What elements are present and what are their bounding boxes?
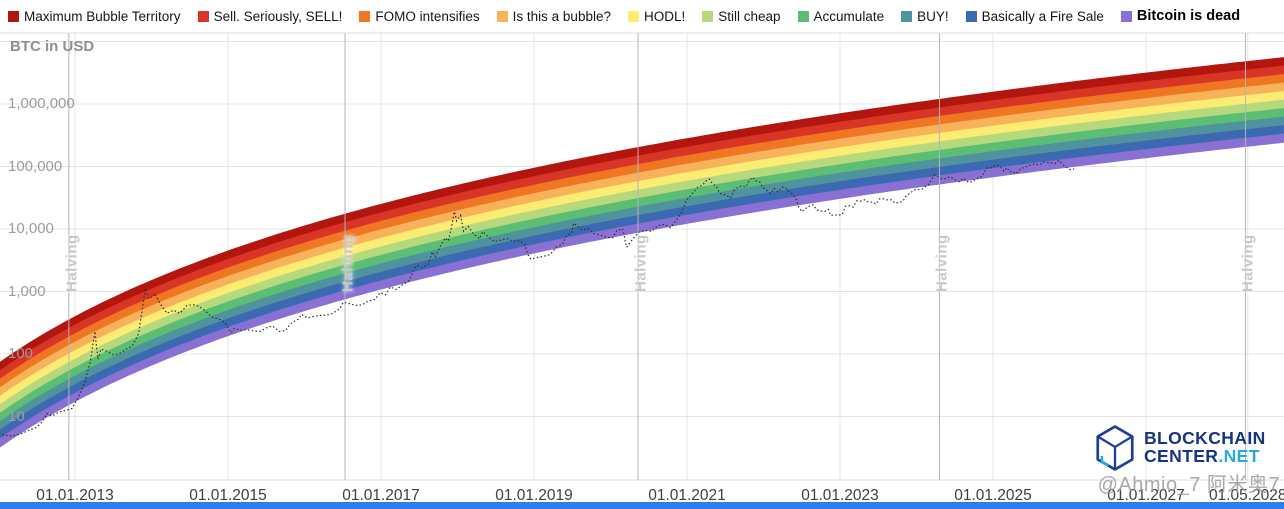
halving-label: Halving [632,234,650,292]
legend-label: Bitcoin is dead [1136,8,1241,24]
y-tick-label: 100 [8,345,34,362]
halving-label: Halving [1239,234,1257,292]
legend-label: FOMO intensifies [375,8,480,24]
y-tick-label: 10 [8,407,25,425]
legend-swatch [359,10,371,22]
x-tick-label: 01.05.2028 [1208,487,1284,504]
legend-swatch [1120,10,1132,22]
halving-label: Halving [933,234,951,292]
watermark: @Ahmio_7 阿米奥7 [1097,474,1280,496]
legend-swatch [901,10,913,22]
legend-swatch [797,10,809,22]
y-tick-label: 10,000 [8,220,54,237]
blockchain-center-cube-icon [1096,425,1134,471]
legend-label: HODL! [643,8,686,24]
y-tick-label: 1,000,000 [8,95,75,112]
x-tick-label: 01.01.2023 [801,487,879,504]
legend-item: Maximum Bubble Territory [8,9,181,24]
halving-label: Halving [339,234,357,292]
bottom-accent-bar [0,502,1284,509]
x-tick-label: 01.01.2019 [495,487,573,504]
x-tick-label: 01.01.2013 [36,487,114,504]
logo-word-net: .NET [1218,446,1260,467]
legend-item: Basically a Fire Sale [965,8,1104,24]
legend-swatch [702,10,714,22]
y-axis-title: BTC in USD [10,38,95,55]
legend-swatch [197,10,209,22]
legend-swatch [496,10,508,22]
legend-item: FOMO intensifies [359,8,480,24]
blockchain-center-wordmark: BLOCKCHAIN CENTER.NET [1144,429,1266,468]
legend-item: Is this a bubble? [496,8,611,24]
legend-label: Still cheap [718,8,781,24]
legend-item: HODL! [627,8,686,24]
logo-word-blockchain: BLOCKCHAIN [1144,427,1266,448]
x-tick-label: 01.01.2017 [342,487,420,504]
legend-label: Accumulate [813,8,885,24]
legend-item: Accumulate [797,8,885,24]
x-tick-label: 01.01.2027 [1107,487,1185,504]
x-tick-label: 01.01.2025 [954,487,1032,504]
btc-price-line [0,159,1075,437]
legend: Maximum Bubble Territory Sell. Seriously,… [8,6,1284,26]
logo-word-center: CENTER [1144,446,1219,467]
legend-item: Sell. Seriously, SELL! [197,8,343,24]
legend-item: Bitcoin is dead [1120,8,1241,24]
x-tick-label: 01.01.2021 [648,487,726,504]
rainbow-band [0,133,1284,448]
legend-swatch [8,10,19,22]
x-tick-label: 01.01.2015 [189,487,267,504]
legend-label: Sell. Seriously, SELL! [213,8,343,24]
legend-item: Still cheap [702,8,781,24]
legend-label: Is this a bubble? [512,8,611,24]
legend-label: Basically a Fire Sale [981,8,1104,24]
legend-item: BUY! [901,9,949,24]
legend-label: BUY! [917,8,949,24]
legend-swatch [627,10,639,22]
y-tick-label: 1,000 [8,282,46,300]
legend-label: Maximum Bubble Territory [24,8,181,24]
y-tick-label: 100,000 [8,157,63,175]
halving-label: Halving [63,234,81,292]
legend-swatch [965,10,977,22]
blockchain-center-logo[interactable]: BLOCKCHAIN CENTER.NET [1094,425,1266,471]
